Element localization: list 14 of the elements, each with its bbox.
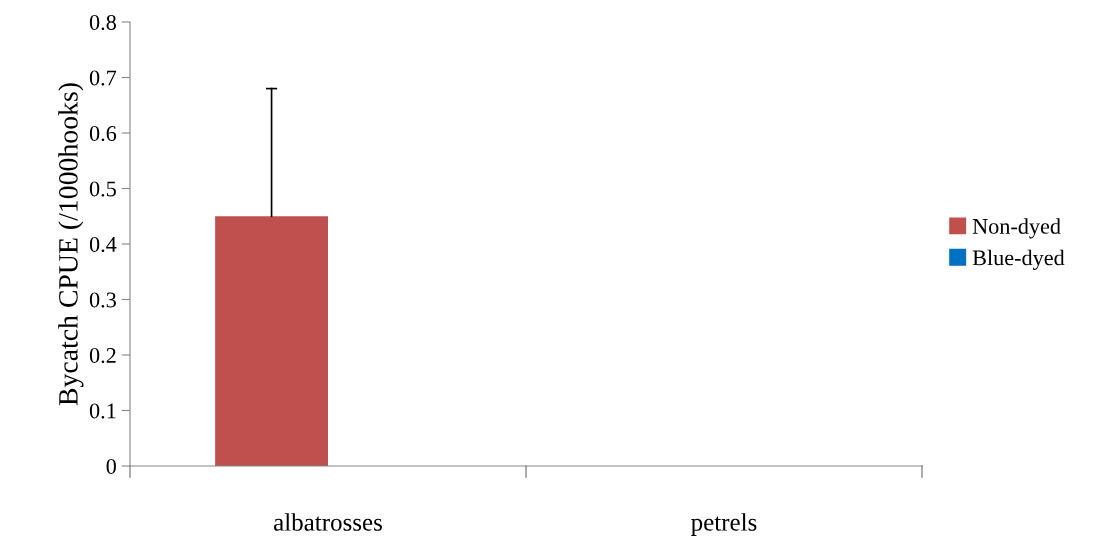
y-tick-label: 0.6 <box>89 125 117 142</box>
y-tick-label: 0.3 <box>89 292 116 308</box>
y-tick-label: 0.4 <box>89 236 117 253</box>
y-tick-label: 0 <box>106 458 116 474</box>
y-tick-label: 0.1 <box>89 403 116 419</box>
legend-label: Non-dyed <box>972 218 1061 239</box>
y-tick-label: 0.2 <box>89 347 116 364</box>
y-tick-label: 0.5 <box>89 181 116 197</box>
y-axis-title: Bycatch CPUE (/1000hooks) <box>58 83 84 406</box>
y-tick-label: 0.8 <box>89 14 116 31</box>
x-tick-label: petrels <box>691 513 757 536</box>
x-tick-label: albatrosses <box>274 513 382 531</box>
y-tick-label: 0.7 <box>89 70 117 86</box>
legend-label: Blue-dyed <box>972 249 1065 270</box>
